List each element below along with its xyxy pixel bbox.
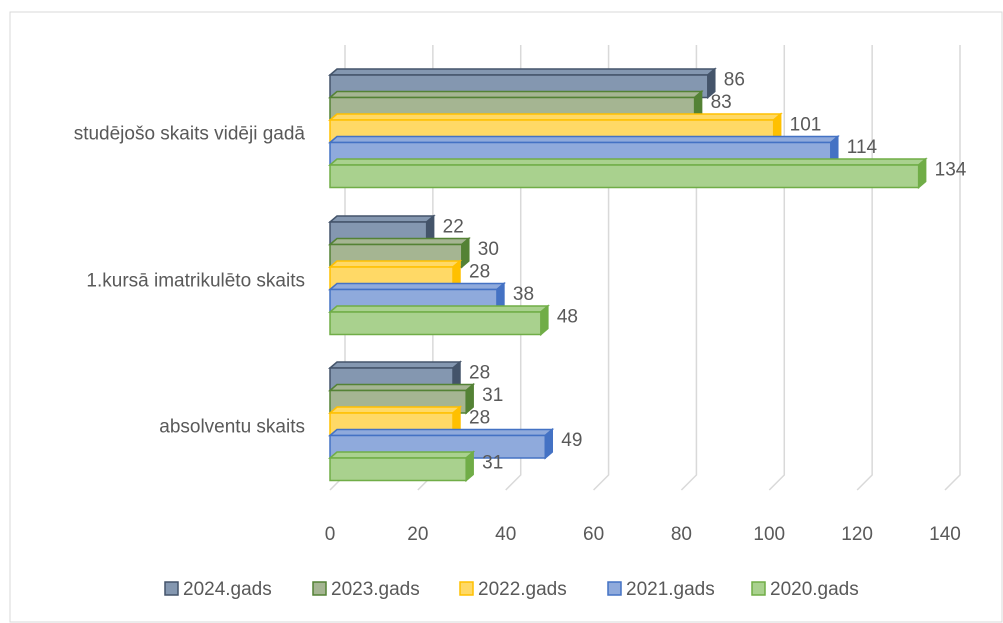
grid-line xyxy=(944,45,961,491)
bar-face xyxy=(544,427,553,460)
y-tick-label: 1.kursā imatrikulēto skaits xyxy=(86,270,305,291)
data-label: 22 xyxy=(443,216,464,237)
bar-face xyxy=(327,260,463,268)
bar-face xyxy=(327,383,476,392)
data-label: 83 xyxy=(711,92,732,113)
grid-line xyxy=(856,45,873,491)
y-tick-label: studējošo skaits vidēji gadā xyxy=(74,123,306,144)
bar-face xyxy=(327,428,555,437)
bar-face xyxy=(327,158,928,166)
bar-face xyxy=(329,164,920,189)
data-label: 28 xyxy=(469,407,490,428)
data-label: 86 xyxy=(724,69,745,90)
x-tick-label: 140 xyxy=(929,524,961,545)
bar-face xyxy=(327,135,840,144)
data-label: 101 xyxy=(790,114,822,135)
legend-swatch xyxy=(607,581,622,596)
bar xyxy=(327,304,550,337)
bar-face xyxy=(327,90,704,99)
y-tick-label: absolventu skaits xyxy=(159,416,305,437)
grid-line xyxy=(505,45,522,491)
data-label: 134 xyxy=(935,159,967,180)
legend-label: 2021.gads xyxy=(626,579,715,600)
bar-face xyxy=(327,406,463,414)
bar-face xyxy=(329,457,467,482)
data-label: 114 xyxy=(847,137,878,158)
x-tick-label: 120 xyxy=(841,524,873,545)
legend-swatch xyxy=(459,581,474,596)
bar-face xyxy=(329,311,542,336)
bar xyxy=(327,450,476,483)
legend-swatch xyxy=(164,581,179,596)
data-label: 38 xyxy=(513,284,534,305)
grid-line xyxy=(593,45,610,491)
x-tick-label: 20 xyxy=(407,524,428,545)
bar-face xyxy=(327,68,717,76)
bar-face xyxy=(327,451,476,459)
legend-label: 2024.gads xyxy=(183,579,272,600)
legend-swatch xyxy=(751,581,766,596)
bar-face xyxy=(327,113,783,121)
data-label: 31 xyxy=(482,385,503,406)
x-tick-label: 60 xyxy=(583,524,604,545)
data-label: 30 xyxy=(478,239,499,260)
data-label: 49 xyxy=(561,430,582,451)
x-tick-label: 80 xyxy=(671,524,692,545)
bar-face xyxy=(461,236,470,269)
grid-line xyxy=(680,45,698,491)
legend-label: 2022.gads xyxy=(478,579,567,600)
legend-label: 2020.gads xyxy=(770,579,859,600)
bar-face xyxy=(327,237,471,246)
x-tick-label: 40 xyxy=(495,524,516,545)
legend-label: 2023.gads xyxy=(331,579,420,600)
bar-face xyxy=(540,304,549,337)
bar-face xyxy=(327,282,506,291)
legend-swatch xyxy=(312,581,327,596)
data-label: 28 xyxy=(469,362,490,383)
data-label: 28 xyxy=(469,261,490,282)
x-tick-label: 100 xyxy=(753,524,785,545)
data-label: 31 xyxy=(482,452,503,473)
data-label: 48 xyxy=(557,306,578,327)
bar-face xyxy=(917,157,927,190)
bar-face xyxy=(327,215,436,223)
bar-face xyxy=(327,361,463,369)
x-tick-label: 0 xyxy=(325,524,336,545)
bar-face xyxy=(327,305,550,313)
grid-line xyxy=(768,45,786,491)
bar-face xyxy=(465,450,474,483)
bar xyxy=(327,157,928,190)
